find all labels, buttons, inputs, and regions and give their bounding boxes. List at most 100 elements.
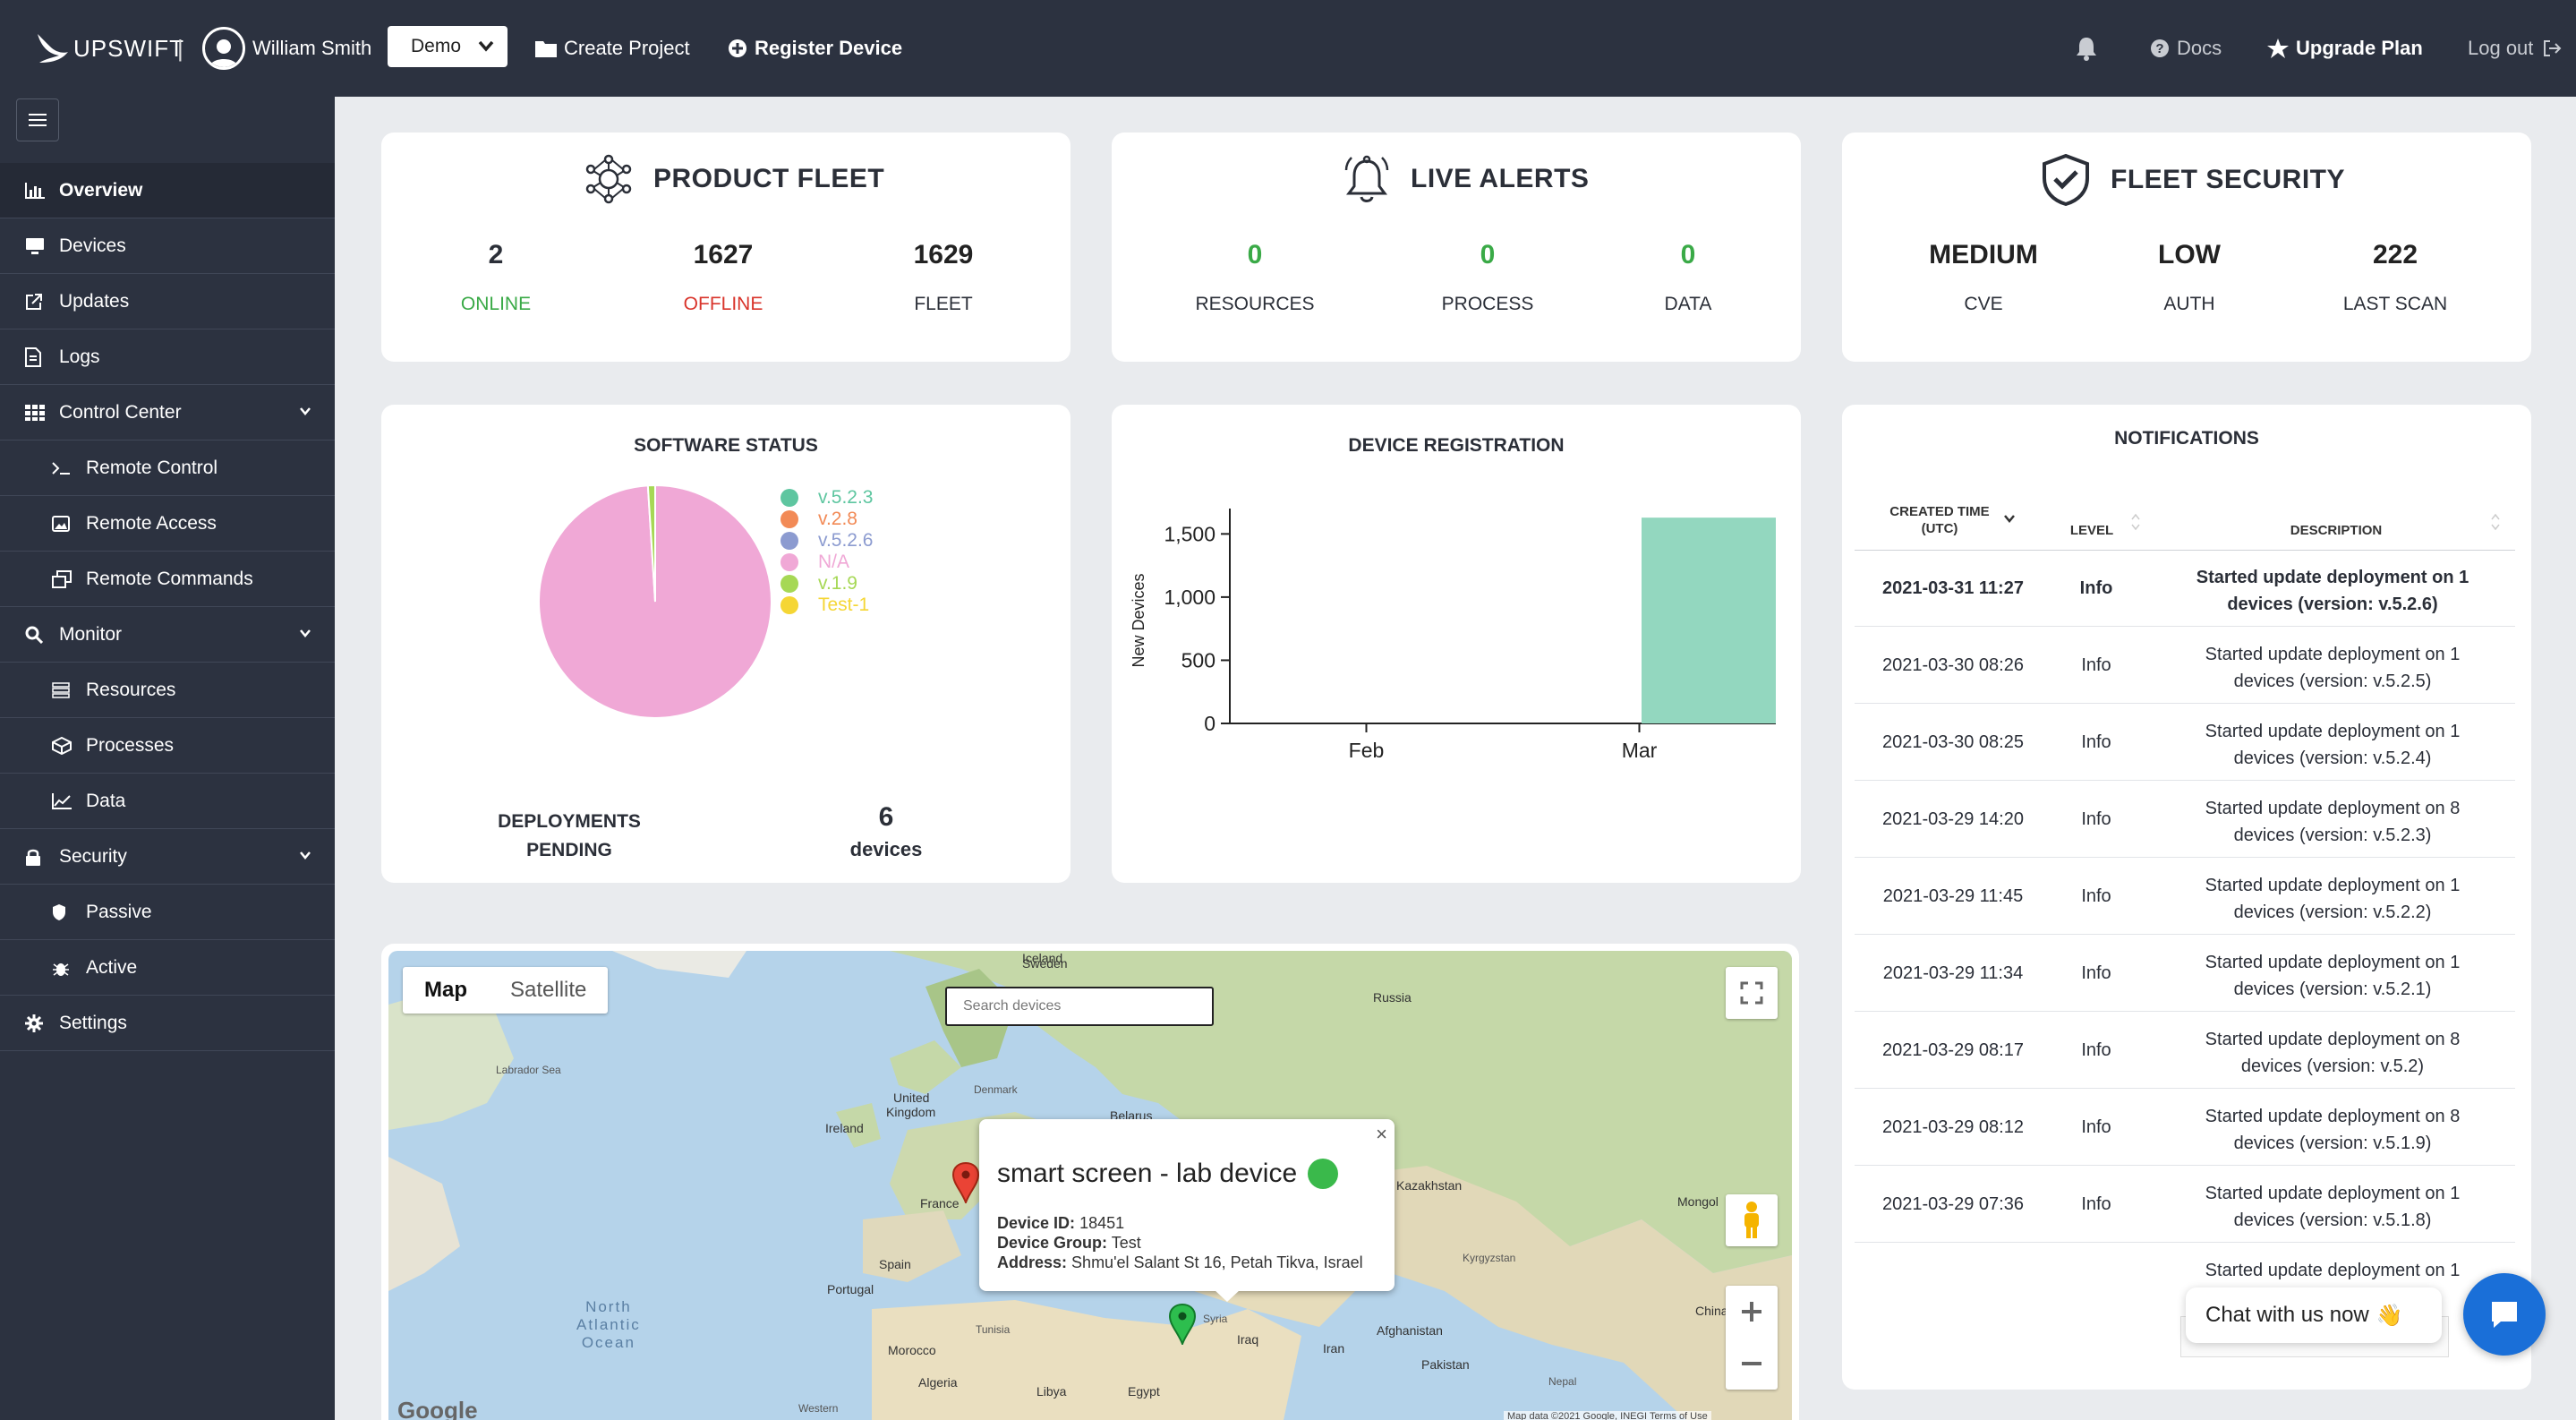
table-row[interactable]: 2021-03-29 08:12 Info Started update deplo… <box>1855 1089 2515 1166</box>
bar-mar[interactable] <box>1642 518 1776 723</box>
sidebar-item-updates[interactable]: Updates <box>0 274 335 329</box>
y-axis-label: New Devices <box>1130 573 1147 667</box>
hamburger-menu-button[interactable] <box>16 98 59 141</box>
fullscreen-button[interactable] <box>1726 967 1778 1019</box>
project-select[interactable]: Demo <box>388 26 508 67</box>
map-attribution[interactable]: Map data ©2021 Google, INEGI Terms of Us… <box>1504 1411 1711 1420</box>
device-marker-green[interactable] <box>1169 1304 1196 1345</box>
map-label-nepal: Nepal <box>1548 1375 1577 1388</box>
sidebar-item-monitor[interactable]: Monitor <box>0 607 335 663</box>
legend-item[interactable]: v.5.2.6 <box>780 530 873 552</box>
column-header-created-time[interactable]: CREATED TIME (UTC) <box>1872 503 2007 537</box>
sidebar-item-active[interactable]: Active <box>0 940 335 996</box>
close-icon[interactable]: × <box>1376 1123 1387 1145</box>
column-header-description[interactable]: DESCRIPTION <box>2290 523 2383 538</box>
sidebar-item-logs[interactable]: Logs <box>0 329 335 385</box>
upgrade-plan-link[interactable]: Upgrade Plan <box>2267 0 2423 97</box>
sidebar-item-devices[interactable]: Devices <box>0 218 335 274</box>
google-logo: Google <box>397 1397 478 1420</box>
brand-logo[interactable]: UPSWIFT <box>32 0 184 97</box>
popup-device-address: Address: Shmu'el Salant St 16, Petah Tik… <box>997 1253 1363 1272</box>
sidebar-item-control-center[interactable]: Control Center <box>0 385 335 441</box>
logout-link[interactable]: Log out <box>2468 0 2569 97</box>
online-status-dot <box>1308 1159 1339 1189</box>
description-line2: devices (version: v.5.1.8) <box>2233 1210 2432 1230</box>
y-tick-label: 500 <box>1181 648 1215 672</box>
map-type-control: Map Satellite <box>403 967 609 1014</box>
line-chart-icon <box>52 792 77 809</box>
sort-icon[interactable] <box>2490 512 2501 532</box>
bell-icon[interactable] <box>2075 0 2098 97</box>
sidebar-item-processes[interactable]: Processes <box>0 718 335 774</box>
device-marker-red[interactable] <box>952 1162 979 1203</box>
table-row[interactable]: 2021-03-29 14:20 Info Started update deplo… <box>1855 781 2515 858</box>
map-search-input[interactable]: Search devices <box>945 987 1214 1026</box>
lock-icon <box>25 848 50 866</box>
chevron-down-icon <box>478 40 494 52</box>
chat-prompt[interactable]: Chat with us now 👋 <box>2186 1287 2442 1343</box>
column-header-level[interactable]: LEVEL <box>2069 523 2114 538</box>
notification-description: Started update deployment on 8 devices (v… <box>2150 1026 2515 1080</box>
sidebar-item-label: Settings <box>59 1012 127 1033</box>
map-label-kingdom: Kingdom <box>886 1105 936 1119</box>
docs-link[interactable]: ? Docs <box>2150 0 2222 97</box>
map-label-libya: Libya <box>1036 1384 1067 1399</box>
legend-item[interactable]: v.2.8 <box>780 509 873 530</box>
sort-desc-icon[interactable] <box>2003 514 2016 525</box>
sidebar-item-label: Remote Access <box>86 512 217 534</box>
pie-slice-v-1-9[interactable] <box>646 483 656 603</box>
notification-level: Info <box>2081 1117 2111 1137</box>
sidebar-item-data[interactable]: Data <box>0 774 335 829</box>
notification-description: Started update deployment on 1 devices (v… <box>2150 1180 2515 1234</box>
table-row[interactable]: 2021-03-29 08:17 Info Started update deplo… <box>1855 1012 2515 1089</box>
legend-item[interactable]: Test-1 <box>780 595 873 616</box>
description-line2: devices (version: v.5.1.9) <box>2233 1133 2432 1153</box>
user-menu[interactable]: William Smith <box>202 0 371 97</box>
fleet-security-title: FLEET SECURITY <box>2041 154 2345 206</box>
notification-description: Started update deployment on 1 devices (v… <box>2150 564 2515 618</box>
register-device-link[interactable]: Register Device <box>728 0 902 97</box>
notification-description: Started update deployment on 1 devices (v… <box>2150 718 2515 772</box>
sidebar-item-remote-control[interactable]: Remote Control <box>0 441 335 496</box>
sidebar-item-security[interactable]: Security <box>0 829 335 885</box>
sidebar: Overview Devices Updates Logs Control Ce… <box>0 97 335 1420</box>
deployments-pending-label: DEPLOYMENTS PENDING <box>480 808 659 865</box>
sidebar-item-passive[interactable]: Passive <box>0 885 335 940</box>
chat-button[interactable] <box>2463 1273 2546 1356</box>
sidebar-item-resources[interactable]: Resources <box>0 663 335 718</box>
sidebar-item-label: Passive <box>86 901 152 922</box>
sidebar-item-label: Resources <box>86 679 176 700</box>
table-row[interactable]: 2021-03-31 11:27 Info Started update deplo… <box>1855 550 2515 627</box>
sidebar-item-overview[interactable]: Overview <box>0 163 335 218</box>
sidebar-item-label: Data <box>86 790 126 811</box>
popup-id-value: 18451 <box>1079 1214 1125 1232</box>
create-project-link[interactable]: Create Project <box>535 0 690 97</box>
zoom-out-button[interactable] <box>1740 1338 1763 1390</box>
legend-swatch <box>780 489 798 507</box>
sort-icon[interactable] <box>2130 512 2141 532</box>
sidebar-item-remote-access[interactable]: Remote Access <box>0 496 335 552</box>
map-label-denmark: Denmark <box>974 1083 1018 1096</box>
table-row[interactable]: 2021-03-29 11:34 Info Started update deplo… <box>1855 935 2515 1012</box>
notifications-title: NOTIFICATIONS <box>2114 428 2259 449</box>
zoom-in-button[interactable] <box>1740 1286 1763 1338</box>
legend-swatch <box>780 553 798 571</box>
table-row[interactable]: 2021-03-29 07:36 Info Started update deplo… <box>1855 1166 2515 1243</box>
table-row[interactable]: 2021-03-30 08:25 Info Started update deplo… <box>1855 704 2515 781</box>
sidebar-item-remote-commands[interactable]: Remote Commands <box>0 552 335 607</box>
legend-item[interactable]: N/A <box>780 552 873 573</box>
table-row[interactable]: 2021-03-29 11:45 Info Started update deplo… <box>1855 858 2515 935</box>
street-view-pegman[interactable] <box>1726 1194 1778 1246</box>
sidebar-item-settings[interactable]: Settings <box>0 996 335 1051</box>
deployments-label-line2: PENDING <box>526 840 612 860</box>
legend-item[interactable]: v.5.2.3 <box>780 487 873 509</box>
notification-time: 2021-03-30 08:26 <box>1882 655 2024 675</box>
device-map[interactable]: Iceland Sweden Russia Labrador Sea Denma… <box>388 951 1792 1420</box>
legend-item[interactable]: v.1.9 <box>780 573 873 595</box>
device-registration-title: DEVICE REGISTRATION <box>1348 435 1565 456</box>
map-type-map-button[interactable]: Map <box>424 978 467 1002</box>
resources-alert-label: RESOURCES <box>1195 294 1315 314</box>
map-label-north-atlantic-ocean: North Atlantic Ocean <box>576 1298 641 1352</box>
table-row[interactable]: 2021-03-30 08:26 Info Started update deplo… <box>1855 627 2515 704</box>
map-type-satellite-button[interactable]: Satellite <box>510 978 587 1002</box>
